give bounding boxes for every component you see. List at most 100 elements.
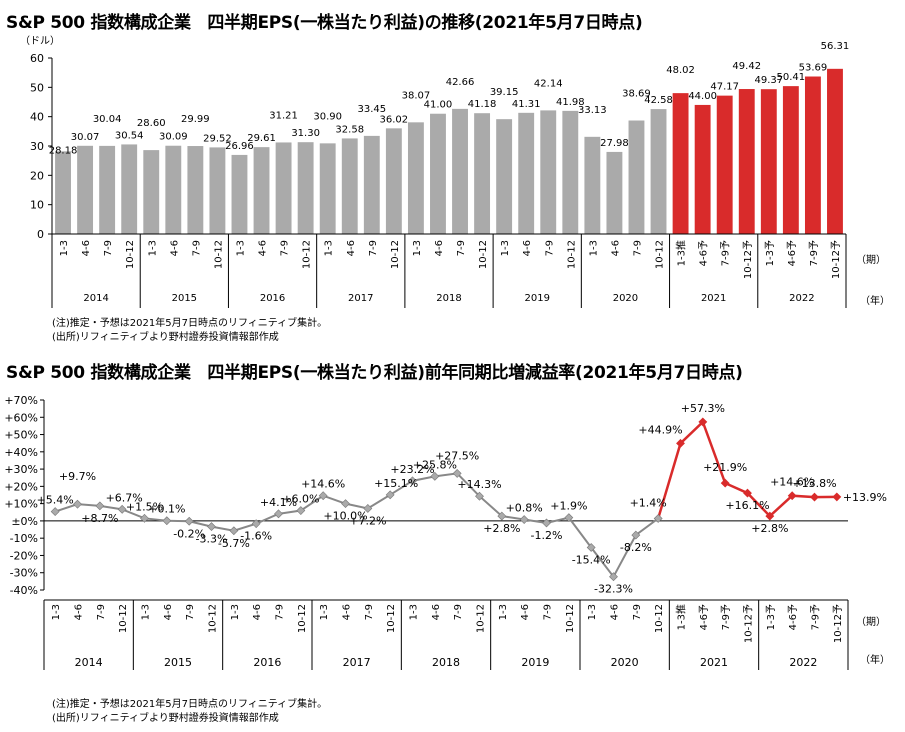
x-tick-label: 1-3 (147, 240, 158, 256)
data-label: 41.31 (512, 99, 541, 110)
x-tick-label: 10-12 (118, 604, 129, 633)
bar (77, 145, 94, 234)
data-label: 30.04 (93, 114, 122, 125)
x-tick-label: 10-12 (302, 240, 313, 269)
x-tick-label: 10-12 (566, 240, 577, 269)
eps-bar-chart: 0 10 20 30 40 50 60 （ドル） 28.18 30.07 30.04 30.5428.… (20, 35, 890, 308)
data-point (207, 522, 216, 532)
y-unit-label: （ドル） (20, 35, 60, 47)
data-point (95, 501, 105, 511)
x-tick-label: 1-3 (235, 240, 246, 256)
data-label: -1.6% (240, 530, 272, 543)
x-tick-label: 7-9 (96, 604, 107, 620)
y-tick-label: -20% (10, 549, 38, 562)
y-tick-label: ±0% (11, 515, 38, 528)
data-label: 36.02 (380, 114, 409, 125)
growth-chart-note: (注)推定・予想は2021年5月7日時点のリフィニティブ集計。 (52, 699, 328, 710)
x-tick-label: 1-3 (324, 240, 335, 256)
x-tick-label: 1-3 (319, 604, 330, 620)
x-tick-label: 10-12 (390, 240, 401, 269)
data-point (475, 491, 484, 501)
x-tick-label: 4-6予 (787, 604, 799, 630)
data-point (609, 572, 618, 582)
y-tick-label: +20% (4, 480, 38, 493)
y-tick-label: +50% (4, 429, 38, 442)
bar (319, 143, 336, 234)
x-tick-label: 7-9予 (720, 240, 732, 266)
bar (628, 120, 645, 234)
x-tick-label: 4-6 (81, 240, 92, 256)
x-tick-label: 10-12 (655, 240, 666, 269)
x-tick-label: 10-12 (565, 604, 576, 633)
data-label: -3.3% (196, 533, 228, 546)
x-tick-label: 7-9予 (810, 604, 822, 630)
data-label: +0.1% (148, 503, 185, 516)
data-point (251, 519, 261, 529)
year-label: 2019 (524, 293, 549, 304)
x-tick-label: 4-6 (163, 604, 174, 620)
x-tick-label: 7-9 (185, 604, 196, 620)
data-point (184, 516, 194, 526)
bar (672, 93, 689, 235)
data-label: +13.8% (792, 477, 836, 490)
bar (430, 113, 446, 234)
year-label: 2017 (348, 293, 373, 304)
x-tick-label: 1-3 (141, 604, 152, 620)
data-label: 29.99 (181, 114, 210, 125)
data-label: 49.42 (732, 61, 761, 72)
bar (782, 86, 799, 234)
data-label: +14.6% (770, 476, 814, 489)
bar (584, 136, 601, 234)
year-label: 2022 (789, 293, 814, 304)
x-tick-label: 4-6 (434, 240, 445, 256)
year-label: 2021 (700, 656, 728, 669)
data-label: +15.1% (374, 477, 418, 490)
bar (55, 151, 71, 234)
year-label: 2020 (611, 656, 639, 669)
data-label: 56.31 (821, 41, 850, 52)
y-tick-label: -40% (10, 584, 38, 597)
x-tick-label: 1-3 (588, 240, 599, 256)
data-point (296, 506, 306, 515)
bar (452, 108, 468, 234)
year-label: 2022 (789, 656, 817, 669)
data-label: 49.37 (754, 75, 783, 86)
data-label: 28.18 (49, 145, 78, 156)
x-tick-label: 10-12 (297, 604, 308, 633)
bar (165, 145, 182, 234)
data-point (363, 504, 373, 513)
x-tick-label: 4-6 (431, 604, 442, 620)
data-label: +16.1% (725, 499, 769, 512)
data-label: 28.60 (137, 118, 166, 129)
x-tick-label: 10-12 (213, 240, 224, 269)
x-tick-label: 4-6 (610, 604, 621, 620)
eps-chart-title: S&P 500 指数構成企業 四半期EPS(一株当たり利益)の推移(2021年5… (6, 13, 643, 33)
bar (297, 142, 314, 234)
data-label: +13.9% (843, 491, 887, 504)
data-point (586, 543, 596, 552)
data-label: +44.9% (638, 423, 682, 436)
x-unit-label: （期） (856, 254, 886, 266)
bar (474, 113, 491, 234)
data-label: 53.69 (799, 63, 828, 74)
year-label: 2019 (521, 656, 549, 669)
x-tick-label: 10-12 (476, 604, 487, 633)
data-label: 31.21 (269, 110, 298, 121)
data-label: -8.2% (620, 541, 652, 554)
data-point (810, 492, 819, 502)
bar (231, 154, 248, 234)
x-tick-label: 10-12 (654, 604, 665, 633)
x-tick-label: 1-3予 (764, 240, 776, 266)
bar (738, 89, 755, 234)
data-label: +9.7% (59, 470, 96, 483)
data-label: 31.30 (291, 128, 320, 139)
x-tick-label: 10-12 (208, 604, 219, 633)
x-unit-label: （期） (856, 616, 886, 628)
bar (385, 128, 402, 234)
bar (804, 76, 821, 234)
data-point (385, 490, 395, 500)
data-point (698, 417, 708, 427)
data-point (408, 476, 417, 486)
data-label: +2.8% (751, 522, 788, 535)
bar (143, 150, 160, 234)
